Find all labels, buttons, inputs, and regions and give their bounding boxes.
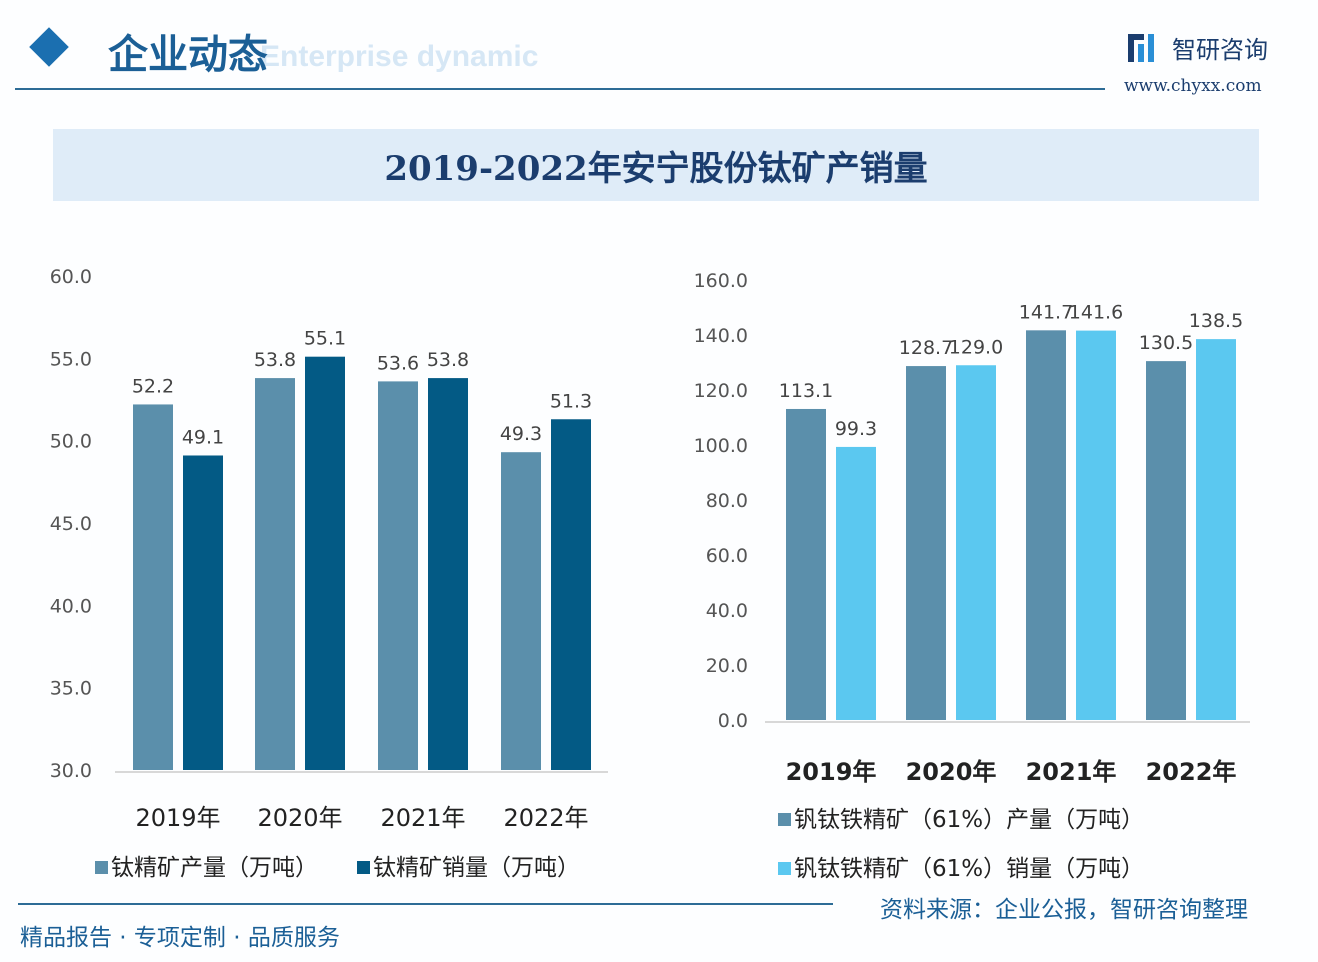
chart-title-box: 2019-2022年安宁股份钛矿产销量 (53, 129, 1259, 201)
y-tick-label: 60.0 (706, 545, 748, 567)
data-label: 51.3 (550, 390, 592, 412)
data-label: 49.3 (500, 423, 542, 445)
x-tick-label: 2019年 (135, 804, 220, 832)
chart-title: 2019-2022年安宁股份钛矿产销量 (384, 149, 928, 189)
bar-production (906, 366, 946, 720)
bar-production (255, 378, 295, 770)
data-label: 55.1 (304, 328, 346, 350)
bar-production (133, 404, 173, 770)
legend-swatch (357, 861, 370, 874)
data-label: 49.1 (182, 426, 224, 448)
footer-slogan: 精品报告 · 专项定制 · 品质服务 (20, 925, 340, 951)
y-tick-label: 100.0 (694, 435, 748, 457)
data-label: 52.2 (132, 375, 174, 397)
y-tick-label: 40.0 (706, 600, 748, 622)
bar-sales (956, 365, 996, 720)
legend-swatch (778, 813, 791, 826)
data-label: 141.7 (1019, 301, 1073, 323)
x-tick-label: 2020年 (906, 758, 997, 786)
y-tick-label: 160.0 (694, 270, 748, 292)
brand-url: www.chyxx.com (1124, 76, 1262, 96)
y-tick-label: 60.0 (50, 266, 92, 288)
legend-label: 钒钛铁精矿（61%）产量（万吨） (794, 807, 1144, 833)
y-tick-label: 30.0 (50, 760, 92, 782)
bar-production (1026, 330, 1066, 720)
legend-label: 钒钛铁精矿（61%）销量（万吨） (794, 856, 1144, 882)
x-tick-label: 2021年 (1026, 758, 1117, 786)
y-tick-label: 0.0 (718, 710, 748, 732)
data-label: 53.8 (427, 349, 469, 371)
bar-sales (1076, 330, 1116, 720)
bar-sales (305, 356, 345, 770)
data-label: 141.6 (1069, 302, 1123, 324)
legend-label: 钛精矿产量（万吨） (111, 855, 318, 881)
legend-swatch (95, 861, 108, 874)
y-tick-label: 40.0 (50, 595, 92, 617)
data-label: 53.6 (377, 352, 419, 374)
y-tick-label: 50.0 (50, 431, 92, 453)
y-tick-label: 55.0 (50, 348, 92, 370)
bar-sales (836, 446, 876, 720)
x-tick-label: 2022年 (1146, 758, 1237, 786)
legend-label: 钛精矿销量（万吨） (373, 855, 580, 881)
data-label: 129.0 (949, 336, 1003, 358)
brand-name: 智研咨询 (1172, 36, 1268, 64)
data-label: 130.5 (1139, 332, 1193, 354)
bar-production (378, 381, 418, 770)
footer-divider (18, 903, 833, 905)
x-tick-label: 2021年 (380, 804, 465, 832)
data-label: 138.5 (1189, 310, 1243, 332)
source-note: 资料来源：企业公报，智研咨询整理 (880, 897, 1248, 923)
y-tick-label: 140.0 (694, 325, 748, 347)
data-label: 113.1 (779, 380, 833, 402)
y-tick-label: 80.0 (706, 490, 748, 512)
x-tick-label: 2020年 (257, 804, 342, 832)
data-label: 128.7 (899, 337, 953, 359)
x-tick-label: 2022年 (503, 804, 588, 832)
brand-logo-icon (1128, 34, 1154, 62)
header-divider (15, 88, 1105, 90)
y-tick-label: 120.0 (694, 380, 748, 402)
bar-sales (551, 419, 591, 770)
y-tick-label: 45.0 (50, 513, 92, 535)
bar-sales (428, 378, 468, 770)
bar-sales (1196, 339, 1236, 720)
y-tick-label: 20.0 (706, 655, 748, 677)
header-subtitle: Enterprise dynamic (260, 40, 539, 73)
data-label: 99.3 (835, 418, 877, 440)
x-tick-label: 2019年 (786, 758, 877, 786)
header-title: 企业动态 (108, 31, 268, 78)
bar-production (501, 452, 541, 770)
bar-production (1146, 361, 1186, 720)
y-tick-label: 35.0 (50, 678, 92, 700)
data-label: 53.8 (254, 349, 296, 371)
legend-swatch (778, 862, 791, 875)
bar-production (786, 408, 826, 720)
bar-sales (183, 455, 223, 770)
